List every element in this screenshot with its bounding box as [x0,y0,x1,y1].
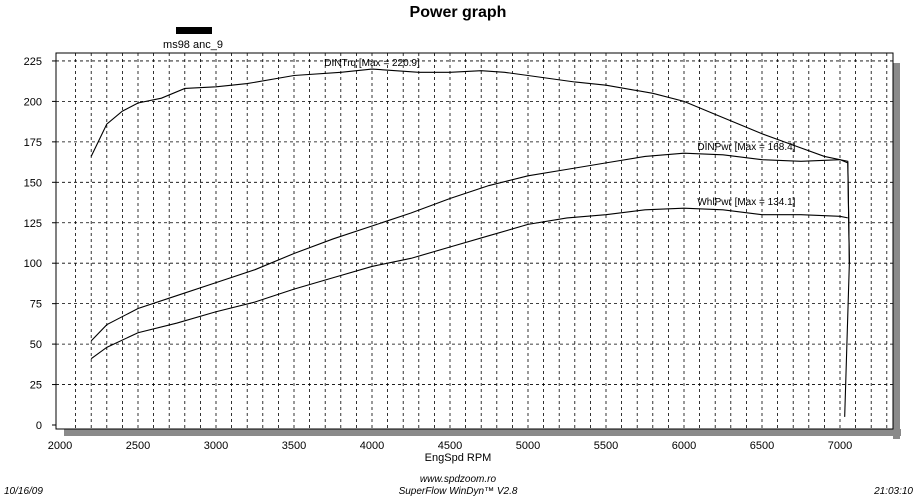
x-tick-label: 6500 [750,440,774,452]
x-tick-label: 3500 [282,440,306,452]
x-tick-label: 5000 [516,440,540,452]
y-tick-label: 25 [30,380,42,392]
x-tick-label: 6000 [672,440,696,452]
x-tick-label: 3000 [204,440,228,452]
footer-date: 10/16/09 [4,486,43,497]
y-tick-label: 150 [24,177,42,189]
series-label-dintrq: DINTrq [Max = 220.9] [324,58,420,69]
plot-area [55,52,894,430]
y-tick-label: 200 [24,96,42,108]
plot-shadow-bottom [64,429,901,436]
legend-label: ms98 anc_9 [163,39,223,51]
series-line-whlpwr [90,207,848,360]
x-tick-label: 2000 [48,440,72,452]
y-tick-label: 100 [24,258,42,270]
footer-software: SuperFlow WinDyn™ V2.8 [399,486,518,497]
x-tick-label: 5500 [594,440,618,452]
plot-shadow-right [893,63,900,439]
series-label-whlpwr: WhlPwr [Max = 134.1] [697,197,795,208]
series-line-dinpwr [90,152,850,342]
x-tick-label: 4500 [438,440,462,452]
x-axis-label: EngSpd RPM [425,452,492,464]
chart-title: Power graph [410,4,507,21]
x-tick-label: 2500 [126,440,150,452]
y-tick-label: 225 [24,56,42,68]
x-tick-label: 4000 [360,440,384,452]
y-tick-label: 50 [30,339,42,351]
y-tick-label: 125 [24,218,42,230]
footer-time: 21:03:10 [873,486,913,497]
y-tick-label: 75 [30,299,42,311]
y-tick-label: 175 [24,137,42,149]
series-label-dinpwr: DINPwr [Max = 168.4] [697,142,795,153]
series-line-dintrq [90,68,850,417]
legend-swatch [176,27,212,34]
x-tick-label: 7000 [828,440,852,452]
y-tick-label: 0 [36,420,42,432]
footer-website: www.spdzoom.ro [420,474,497,485]
